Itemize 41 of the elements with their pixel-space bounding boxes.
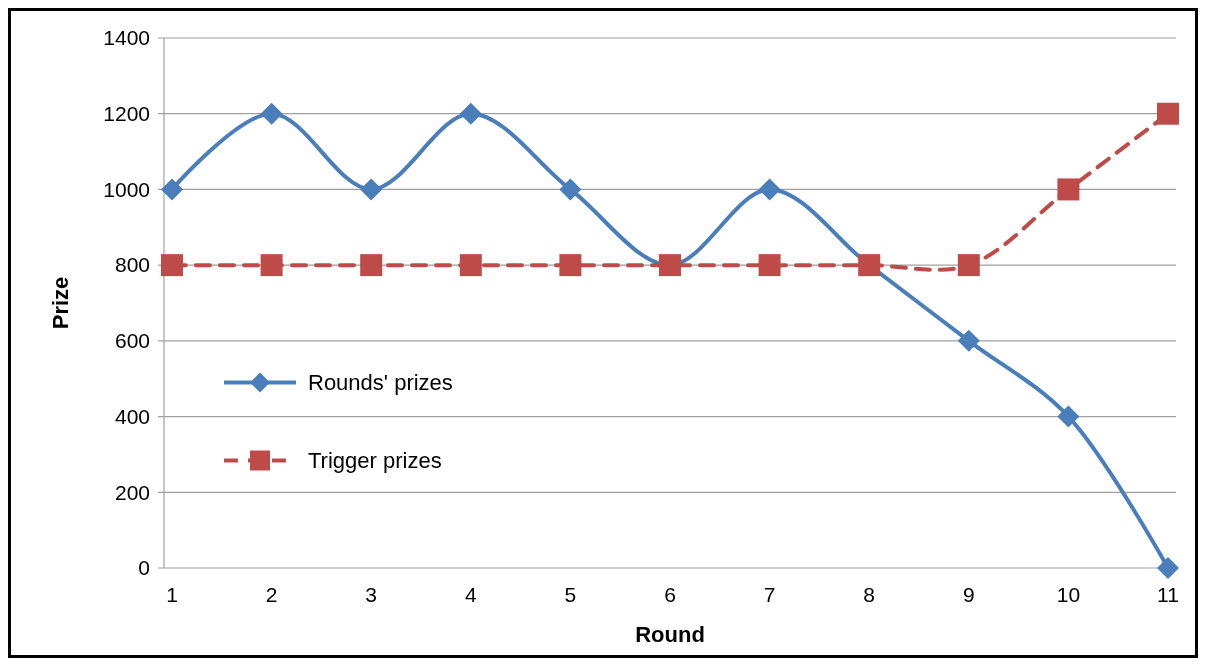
x-tick-label: 11 [1157,583,1179,606]
y-axis-title: Prize [48,276,73,330]
point [260,102,283,125]
point [161,178,183,201]
y-tick-label: 400 [114,404,150,428]
y-tick-label: 800 [114,253,150,277]
point [260,254,283,277]
point [459,254,482,277]
legend-label: Trigger prizes [308,448,442,474]
x-tick-label: 7 [763,583,776,606]
x-tick-label: 1 [166,583,178,606]
point [559,178,582,201]
point [559,254,582,277]
point [1157,102,1179,125]
y-tick-label: 200 [114,480,150,504]
point [1057,178,1080,201]
x-tick-label: 8 [863,583,876,606]
x-axis-title: Round [635,622,705,647]
point [1157,557,1179,579]
point [360,254,383,277]
y-tick-label: 1400 [103,26,150,50]
point [360,178,383,201]
x-tick-label: 5 [564,583,577,606]
y-tick-label: 600 [114,329,150,353]
point [758,254,781,277]
x-tick-label: 6 [664,583,676,606]
point [459,102,482,125]
point [1057,405,1080,428]
legend-label: Rounds' prizes [308,370,453,396]
x-tick-label: 4 [464,583,477,606]
y-tick-label: 1200 [103,102,150,126]
x-tick-label: 3 [365,583,378,606]
x-tick-label: 10 [1056,583,1081,606]
point [161,254,183,277]
x-tick-label: 2 [265,583,278,606]
x-tick-label: 9 [962,583,975,606]
point [957,254,980,277]
point [758,178,781,201]
point [957,329,980,352]
y-tick-label: 1000 [103,177,150,201]
y-tick-label: 0 [138,556,150,580]
